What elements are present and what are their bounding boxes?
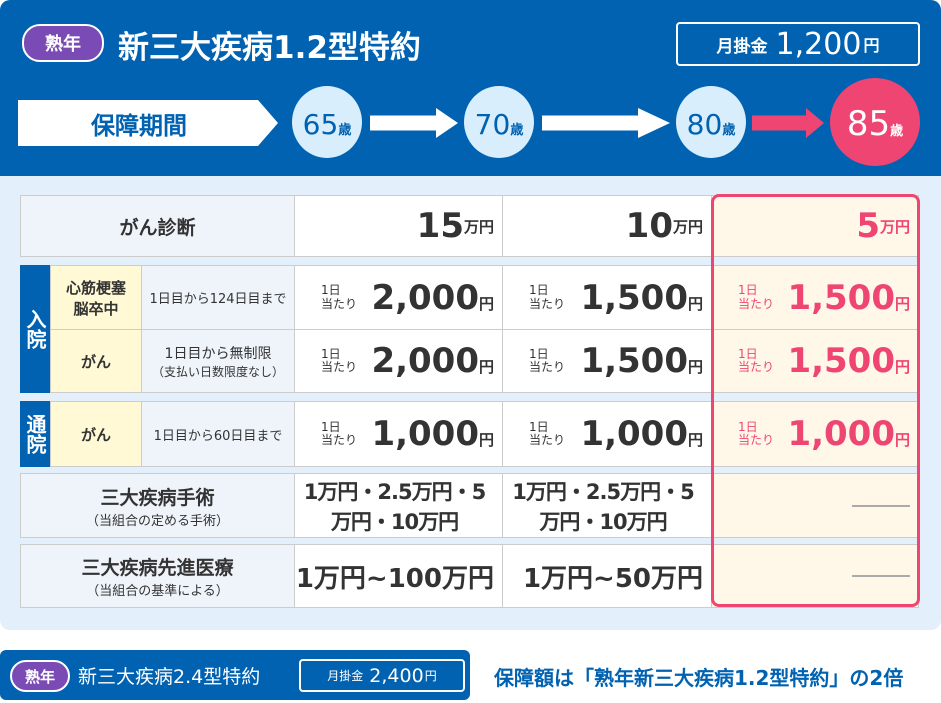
footer-plan-title: 新三大疾病2.4型特約 bbox=[78, 666, 261, 688]
daily-benefit-value: 1日 当たり 1,000円 bbox=[711, 401, 919, 467]
coverage-period-label: 保障期間 bbox=[18, 100, 278, 146]
condition-label: 1日目から124日目まで bbox=[141, 265, 295, 330]
daily-benefit-value: 1日 当たり 1,500円 bbox=[502, 265, 712, 330]
daily-benefit-value: 1日 当たり 2,000円 bbox=[294, 265, 503, 330]
premium-box: 月掛金 1,200 円 bbox=[676, 22, 920, 66]
daily-benefit-value: 1日 当たり 1,500円 bbox=[502, 329, 712, 393]
jukunen-badge: 熟年 bbox=[22, 24, 104, 62]
arrow-icon bbox=[370, 108, 458, 138]
age-65: 65 歳 bbox=[292, 86, 362, 158]
advanced-medical-empty bbox=[711, 544, 919, 608]
condition-label: 1日目から無制限 （支払い日数限度なし） bbox=[141, 329, 295, 393]
age-85: 85 歳 bbox=[830, 78, 920, 166]
premium-unit: 円 bbox=[863, 36, 880, 55]
footer-note: 保障額は「熟年新三大疾病1.2型特約」の2倍 bbox=[494, 666, 904, 690]
daily-benefit-value: 1日 当たり 1,500円 bbox=[711, 329, 919, 393]
disease-label: 心筋梗塞 脳卒中 bbox=[50, 265, 142, 330]
disease-label: がん bbox=[50, 401, 142, 467]
header: 熟年 新三大疾病1.2型特約 月掛金 1,200 円 保障期間 65 歳 70 歳 … bbox=[0, 0, 941, 176]
cancer-diagnosis-value: 10 万円 bbox=[502, 195, 712, 257]
arrow-icon bbox=[752, 108, 824, 138]
surgery-value: 1万円・2.5万円・5万円・10万円 bbox=[502, 473, 712, 538]
outpatient-group-label: 通院 bbox=[20, 401, 51, 467]
surgery-label: 三大疾病手術 （当組合の定める手術） bbox=[20, 473, 295, 538]
daily-benefit-value: 1日 当たり 1,500円 bbox=[711, 265, 919, 330]
daily-benefit-value: 1日 当たり 1,000円 bbox=[502, 401, 712, 467]
premium-label: 月掛金 bbox=[716, 36, 768, 57]
daily-benefit-value: 1日 当たり 2,000円 bbox=[294, 329, 503, 393]
advanced-medical-value: 1万円~50万円 bbox=[502, 544, 712, 608]
footer-premium-box: 月掛金 2,400 円 bbox=[299, 659, 465, 692]
advanced-medical-label: 三大疾病先進医療 （当組合の基準による） bbox=[20, 544, 295, 608]
cancer-diagnosis-value: 5 万円 bbox=[711, 195, 919, 257]
jukunen-badge: 熟年 bbox=[10, 660, 70, 692]
condition-label: 1日目から60日目まで bbox=[141, 401, 295, 467]
footer-plan-bar: 熟年 新三大疾病2.4型特約 月掛金 2,400 円 bbox=[0, 650, 470, 700]
cancer-diagnosis-label: がん診断 bbox=[20, 195, 295, 257]
daily-benefit-value: 1日 当たり 1,000円 bbox=[294, 401, 503, 467]
cancer-diagnosis-value: 15 万円 bbox=[294, 195, 503, 257]
dash-icon bbox=[852, 504, 910, 507]
surgery-value: 1万円・2.5万円・5万円・10万円 bbox=[294, 473, 503, 538]
plan-title: 新三大疾病1.2型特約 bbox=[118, 30, 421, 66]
advanced-medical-value: 1万円~100万円 bbox=[294, 544, 503, 608]
age-80: 80 歳 bbox=[676, 86, 746, 158]
arrow-icon bbox=[542, 108, 670, 138]
surgery-empty bbox=[711, 473, 919, 538]
dash-icon bbox=[852, 575, 910, 577]
hospitalization-group-label: 入院 bbox=[20, 265, 51, 393]
premium-value: 1,200 bbox=[775, 26, 862, 62]
age-70: 70 歳 bbox=[464, 86, 534, 158]
disease-label: がん bbox=[50, 329, 142, 393]
